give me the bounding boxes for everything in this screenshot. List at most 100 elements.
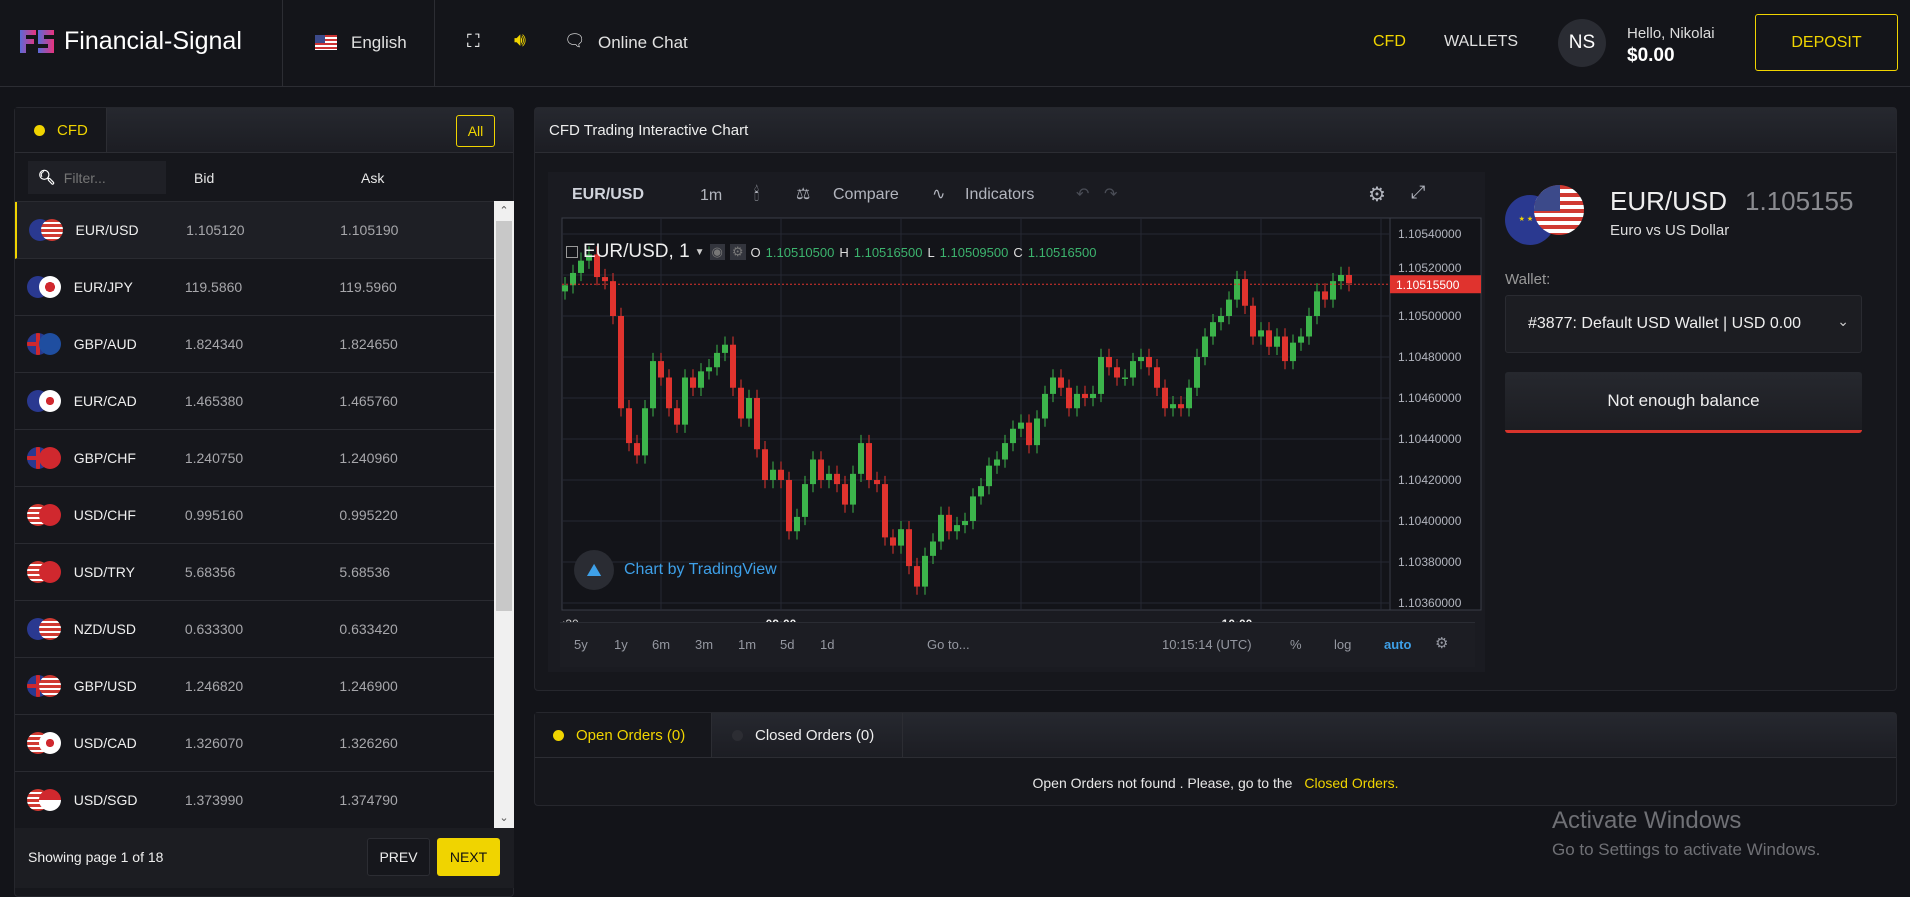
instrument-row[interactable]: NZD/USD 0.633300 0.633420 [15, 601, 494, 658]
us-flag-icon [315, 35, 337, 50]
tab-closed-orders[interactable]: Closed Orders (0) [713, 713, 903, 757]
divider [434, 0, 435, 87]
range-1d[interactable]: 1d [820, 637, 835, 652]
h-label: H [839, 244, 849, 260]
instrument-row[interactable]: GBP/USD 1.246820 1.246900 [15, 658, 494, 715]
deposit-button[interactable]: DEPOSIT [1755, 14, 1898, 71]
compare-icon[interactable]: ⚖︎ [796, 186, 811, 203]
eu-ca-flags-icon [27, 389, 64, 413]
instrument-bid: 0.633300 [184, 621, 244, 637]
tv-compare[interactable]: Compare [833, 186, 899, 203]
instrument-row[interactable]: EUR/JPY 119.5860 119.5960 [15, 259, 494, 316]
settings-icon[interactable]: ⚙︎ [1368, 184, 1386, 206]
y-tick-label: 1.10400000 [1398, 514, 1462, 528]
instrument-row[interactable]: USD/CHF 0.995160 0.995220 [15, 487, 494, 544]
legend-dropdown-icon[interactable]: ▼ [694, 246, 705, 258]
price-chart[interactable]: 1.10540000 1.10520000 1.10500000 1.10480000… [548, 172, 1485, 672]
nav-cfd[interactable]: CFD [1373, 33, 1406, 50]
candle-up [586, 254, 592, 261]
o-value: 1.10510500 [765, 244, 835, 260]
activate-windows-subtitle: Go to Settings to activate Windows. [1552, 840, 1821, 859]
range-1m[interactable]: 1m [738, 637, 757, 652]
y-tick-label: 1.10520000 [1398, 261, 1462, 275]
indicators-icon[interactable]: ∿ [932, 186, 946, 203]
instrument-row[interactable]: USD/SGD 1.373990 1.374790 [15, 772, 494, 828]
divider [282, 0, 283, 87]
prev-button[interactable]: PREV [367, 838, 430, 876]
tv-symbol[interactable]: EUR/USD [572, 186, 645, 203]
undo-icon[interactable]: ↶ [1076, 186, 1090, 203]
sound-icon[interactable]: 🔊︎ [514, 30, 526, 51]
range-6m[interactable]: 6m [652, 637, 671, 652]
nav-wallets[interactable]: WALLETS [1444, 33, 1519, 50]
series-settings-icon[interactable]: ⚙︎ [729, 244, 746, 260]
candle-up [978, 486, 984, 497]
candle-down [1266, 330, 1272, 347]
instrument-bid: 1.824340 [184, 336, 244, 352]
orders-panel: Open Orders (0) Closed Orders (0) Open O… [534, 712, 1897, 806]
instrument-symbol: GBP/USD [73, 678, 137, 694]
redo-icon[interactable]: ↷ [1104, 186, 1118, 203]
scale-settings-icon[interactable]: ⚙︎ [1435, 635, 1449, 652]
closed-orders-link[interactable]: Closed Orders. [1304, 775, 1399, 791]
candles-type-icon[interactable]: 🕯︎ [754, 184, 760, 204]
candle-down [874, 480, 880, 485]
tab-open-orders[interactable]: Open Orders (0) [535, 713, 712, 757]
filter-field[interactable] [63, 169, 159, 186]
eu-jp-flags-icon [27, 275, 64, 299]
not-enough-balance-button[interactable]: Not enough balance [1505, 372, 1862, 433]
instrument-ask: 0.995220 [339, 507, 398, 523]
candle-up [650, 361, 656, 409]
candle-down [866, 443, 872, 480]
collapse-icon[interactable] [566, 246, 578, 258]
instrument-tabs: CFD All [15, 108, 513, 153]
auto-toggle[interactable]: auto [1384, 637, 1412, 652]
range-5d[interactable]: 5d [780, 637, 795, 652]
all-button[interactable]: All [456, 115, 495, 147]
tab-cfd[interactable]: CFD [15, 108, 107, 152]
language-selector[interactable] [315, 35, 337, 50]
y-tick-label: 1.10480000 [1398, 350, 1462, 364]
instrument-row[interactable]: USD/TRY 5.68356 5.68536 [15, 544, 494, 601]
tv-interval[interactable]: 1m [700, 187, 723, 204]
range-3m[interactable]: 3m [695, 637, 714, 652]
range-5y[interactable]: 5y [574, 637, 588, 652]
instrument-row[interactable]: EUR/CAD 1.465380 1.465760 [15, 373, 494, 430]
visibility-icon[interactable]: ◉ [709, 244, 725, 260]
goto-button[interactable]: Go to... [927, 637, 970, 652]
chevron-down-icon: ⌄ [1837, 313, 1849, 329]
instrument-row[interactable]: GBP/AUD 1.824340 1.824650 [15, 316, 494, 373]
instrument-ask: 1.240960 [339, 450, 398, 466]
wallet-select[interactable]: #3877: Default USD Wallet | USD 0.00 ⌄ [1505, 295, 1862, 353]
language-label[interactable]: English [351, 33, 407, 52]
online-chat-link[interactable]: Online Chat [598, 33, 688, 52]
tradingview-watermark[interactable]: ⛰︎ Chart by TradingView [574, 550, 777, 590]
instrument-ask: 119.5960 [339, 279, 397, 295]
balance: $0.00 [1627, 45, 1675, 66]
instrument-row[interactable]: GBP/CHF 1.240750 1.240960 [15, 430, 494, 487]
candle-up [1186, 387, 1192, 409]
filter-input[interactable]: 🔍︎ [28, 161, 166, 194]
range-1y[interactable]: 1y [614, 637, 628, 652]
scrollbar-thumb[interactable] [496, 221, 512, 611]
candle-up [746, 398, 752, 419]
chat-icon[interactable]: 🗨︎ [564, 31, 586, 50]
tv-indicators[interactable]: Indicators [965, 186, 1035, 203]
percent-toggle[interactable]: % [1290, 637, 1302, 652]
candle-up [1130, 361, 1136, 378]
fullscreen-icon[interactable]: ⛶ [467, 31, 480, 51]
instrument-row[interactable]: USD/CAD 1.326070 1.326260 [15, 715, 494, 772]
scroll-up-icon[interactable]: ⌃ [499, 205, 509, 217]
scrollbar[interactable]: ⌃ ⌄ [494, 201, 514, 828]
utc-clock[interactable]: 10:15:14 (UTC) [1162, 637, 1252, 652]
scroll-down-icon[interactable]: ⌄ [499, 812, 509, 824]
wallet-selected-value: #3877: Default USD Wallet | USD 0.00 [1528, 315, 1802, 332]
next-button[interactable]: NEXT [437, 838, 500, 876]
instrument-row[interactable]: EUR/USD 1.105120 1.105190 [15, 202, 494, 259]
candle-down [906, 529, 912, 567]
avatar[interactable]: NS [1558, 19, 1606, 67]
candle-up [1010, 428, 1016, 444]
brand-logo[interactable]: Financial-Signal [18, 26, 242, 56]
log-toggle[interactable]: log [1334, 637, 1352, 652]
fullscreen-chart-icon[interactable]: ⤢ [1411, 182, 1426, 202]
